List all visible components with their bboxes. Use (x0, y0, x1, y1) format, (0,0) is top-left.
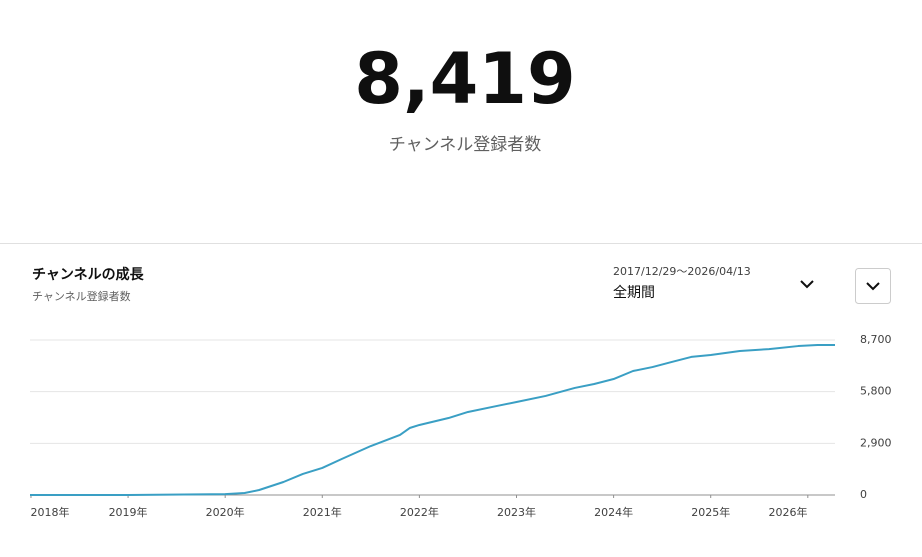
x-tick-label: 2021年 (303, 505, 342, 519)
subscriber-line (30, 343, 835, 496)
total-subscribers: 8,419 (354, 38, 575, 120)
x-tick-label: 2018年 (31, 505, 70, 519)
x-tick-label: 2019年 (109, 505, 148, 519)
x-tick-label: 2026年 (769, 505, 808, 519)
button-box (855, 268, 891, 304)
x-tick-label: 2023年 (497, 505, 536, 519)
y-tick-label: 2,900 (860, 436, 892, 449)
x-tick-label: 2024年 (594, 505, 633, 519)
card-title: チャンネルの成長 (32, 266, 145, 283)
period: 全期間 (613, 284, 655, 301)
x-tick-label: 2022年 (400, 505, 439, 519)
chevron (866, 282, 880, 291)
y-tick-label: 8,700 (860, 333, 892, 346)
x-tick-label: 2020年 (206, 505, 245, 519)
x-tick-label: 2025年 (691, 505, 730, 519)
total-label: チャンネル登録者数 (389, 135, 542, 155)
period-selector[interactable]: 2017/12/29～2026/04/13 全期間 (613, 265, 814, 301)
chevron (800, 280, 814, 289)
date-range: 2017/12/29～2026/04/13 (613, 265, 751, 278)
y-tick-label: 5,800 (860, 385, 892, 398)
card-subtitle: チャンネル登録者数 (32, 289, 131, 303)
menu-button[interactable] (855, 268, 891, 304)
y-tick-label: 0 (860, 488, 867, 501)
